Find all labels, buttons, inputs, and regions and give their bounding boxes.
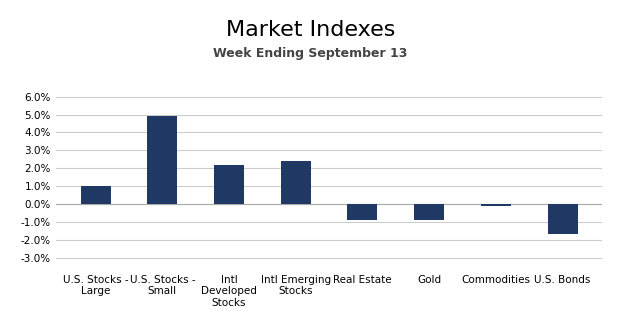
- Bar: [481, 204, 511, 206]
- Bar: [548, 204, 578, 234]
- Text: Market Indexes: Market Indexes: [226, 20, 395, 40]
- Bar: [281, 161, 310, 204]
- Bar: [214, 165, 244, 204]
- Text: Week Ending September 13: Week Ending September 13: [213, 47, 408, 60]
- Bar: [147, 116, 178, 204]
- Bar: [348, 204, 378, 220]
- Bar: [414, 204, 444, 220]
- Bar: [81, 186, 111, 204]
